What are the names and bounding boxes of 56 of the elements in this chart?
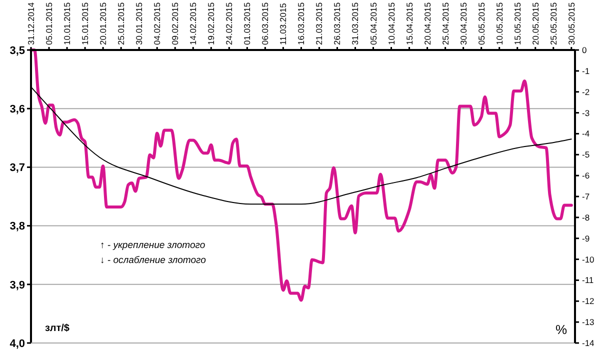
x-tick-label: 11.03.2015 [278, 2, 288, 45]
y2-tick-label: -12 [582, 296, 595, 306]
y2-tick-label: -6 [582, 170, 590, 181]
y-tick-label: 3,5 [10, 44, 25, 57]
y2-axis-title: % [555, 322, 568, 337]
x-tick-label: 15.04.2015 [404, 2, 414, 45]
y2-tick-label: -10 [582, 254, 595, 264]
x-tick-label: 24.02.2015 [224, 2, 234, 45]
y2-tick-label: -9 [582, 233, 590, 244]
y2-tick-label: -8 [582, 212, 590, 222]
x-tick-label: 31.03.2015 [350, 2, 360, 45]
y-axis-title: злт/$ [45, 323, 70, 334]
x-tick-label: 09.02.2015 [170, 2, 180, 45]
x-tick-label: 15.05.2015 [512, 2, 522, 45]
x-tick-label: 30.05.2015 [566, 2, 576, 45]
y2-tick-label: 0 [582, 44, 587, 55]
x-tick-label: 20.05.2015 [530, 2, 540, 45]
y2-tick-label: -3 [582, 108, 590, 118]
x-tick-label: 14.02.2015 [188, 2, 198, 45]
y2-tick-label: -7 [582, 191, 590, 202]
y2-tick-label: -13 [582, 317, 595, 328]
y-tick-label: 4,0 [10, 338, 25, 350]
x-tick-label: 19.02.2015 [206, 2, 216, 45]
x-tick-label: 20.01.2015 [98, 2, 108, 45]
y2-tick-label: -14 [582, 338, 595, 348]
x-tick-label: 30.04.2015 [458, 2, 468, 45]
y2-tick-label: -11 [582, 275, 594, 286]
annotation: ↑ - укрепление злотого [100, 240, 206, 251]
x-tick-label: 25.01.2015 [116, 2, 126, 45]
x-tick-label: 05.04.2015 [368, 2, 378, 45]
x-tick-label: 06.03.2015 [260, 2, 270, 45]
x-tick-label: 10.04.2015 [386, 2, 396, 45]
y2-tick-label: -1 [582, 66, 590, 76]
x-tick-label: 05.01.2015 [44, 2, 54, 45]
x-tick-label: 21.03.2015 [314, 2, 324, 45]
x-tick-label: 01.03.2015 [242, 2, 252, 45]
x-tick-label: 16.03.2015 [296, 2, 306, 45]
x-tick-label: 05.05.2015 [476, 2, 486, 45]
x-tick-label: 10.05.2015 [494, 2, 504, 45]
x-tick-label: 04.02.2015 [152, 2, 162, 45]
x-tick-label: 25.05.2015 [548, 2, 558, 45]
x-tick-label: 26.03.2015 [332, 2, 342, 45]
x-tick-label: 15.01.2015 [80, 2, 90, 45]
x-tick-label: 25.04.2015 [440, 2, 450, 45]
x-tick-label: 31.12.2014 [26, 2, 36, 45]
y2-tick-label: -2 [582, 86, 590, 97]
y-tick-label: 3,6 [10, 103, 25, 116]
x-tick-label: 20.04.2015 [422, 2, 432, 45]
y-tick-label: 3,8 [10, 220, 25, 233]
x-tick-label: 10.01.2015 [62, 2, 72, 45]
y2-tick-label: -4 [582, 128, 590, 139]
y-tick-label: 3,9 [10, 279, 25, 292]
y-tick-label: 3,7 [10, 162, 25, 174]
annotation: ↓ - ослабление злотого [100, 255, 206, 266]
x-tick-label: 30.01.2015 [134, 2, 144, 45]
y2-tick-label: -5 [582, 150, 590, 160]
